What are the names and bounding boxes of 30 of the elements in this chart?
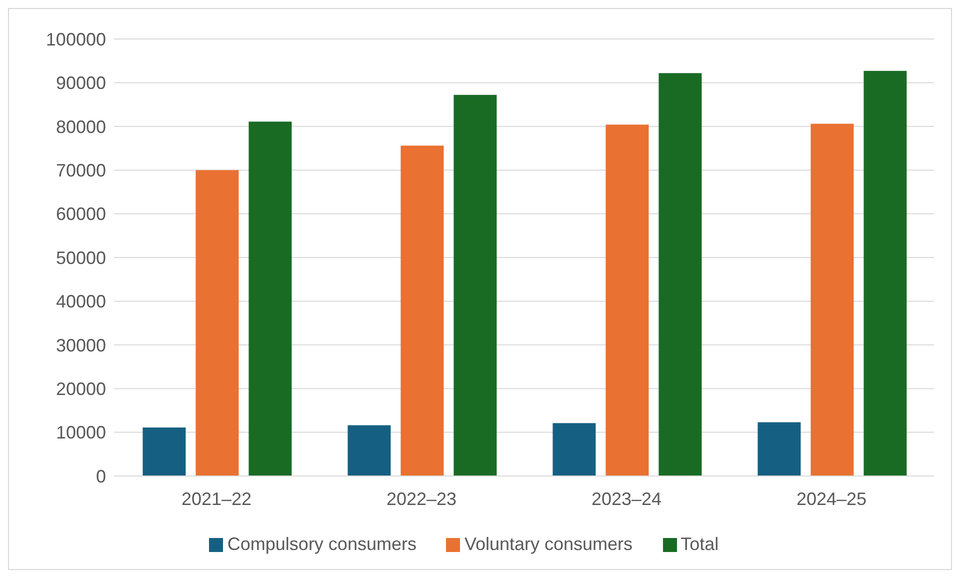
- bar: [400, 146, 444, 476]
- y-tick-label: 30000: [56, 335, 106, 356]
- x-tick-label: 2023–24: [591, 488, 662, 509]
- bar: [454, 94, 497, 476]
- legend-label: Voluntary consumers: [464, 534, 633, 554]
- y-tick-label: 70000: [56, 160, 106, 180]
- y-tick-label: 20000: [56, 378, 106, 399]
- y-tick-label: 0: [96, 466, 106, 486]
- y-tick-label: 50000: [56, 248, 106, 268]
- x-tick-label: 2024–25: [796, 488, 867, 509]
- bar: [248, 122, 292, 476]
- bar: [142, 427, 186, 476]
- bar: [864, 70, 907, 476]
- y-tick-label: 90000: [56, 73, 106, 94]
- legend-label: Compulsory consumers: [227, 534, 416, 554]
- bar: [810, 124, 854, 476]
- y-tick-label: 100000: [46, 29, 106, 50]
- bar: [758, 422, 801, 476]
- x-tick-label: 2022–23: [386, 488, 457, 509]
- y-tick-label: 40000: [56, 292, 106, 312]
- bar: [552, 423, 596, 476]
- bar: [658, 73, 702, 476]
- bar: [606, 124, 649, 476]
- legend-label: Total: [680, 534, 719, 554]
- y-tick-label: 80000: [56, 116, 106, 137]
- bar: [196, 170, 239, 476]
- y-tick-label: 10000: [56, 422, 106, 443]
- y-tick-label: 60000: [56, 204, 106, 224]
- x-tick-label: 2021–22: [181, 488, 252, 509]
- bar: [348, 425, 391, 476]
